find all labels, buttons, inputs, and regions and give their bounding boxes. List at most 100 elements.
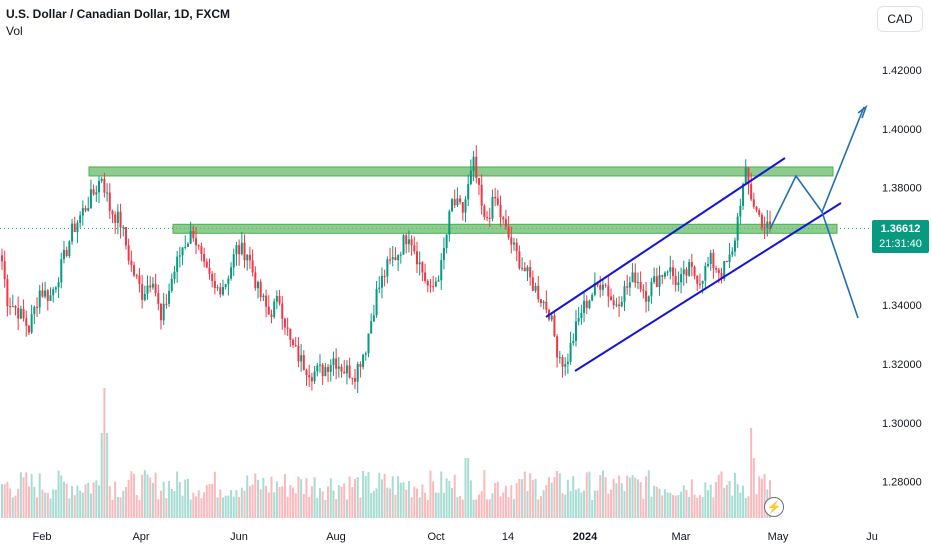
volume-bar	[133, 473, 136, 518]
time-axis[interactable]: Feb Apr Jun Aug Oct 14 2024 Mar May Ju	[33, 531, 878, 543]
volume-bar	[480, 491, 483, 518]
lightning-icon[interactable]: ⚡	[764, 497, 784, 517]
price-tick-label[interactable]: 1.30000	[882, 418, 922, 430]
candle	[426, 279, 429, 293]
volume-bar	[690, 479, 693, 518]
candle-body	[79, 215, 82, 223]
candle	[731, 247, 734, 257]
candle-body	[758, 210, 761, 215]
symbol-title[interactable]: U.S. Dollar / Canadian Dollar, 1D, FXCM	[6, 7, 231, 21]
candle	[556, 334, 559, 368]
candle	[60, 252, 63, 289]
price-tick-label[interactable]: 1.32000	[882, 359, 922, 371]
candle	[434, 277, 437, 288]
time-tick-label[interactable]: Mar	[672, 531, 691, 543]
candle-body	[283, 318, 286, 328]
candle	[604, 283, 607, 288]
candle	[391, 245, 394, 267]
time-tick-label[interactable]: 14	[502, 531, 514, 543]
candle-body	[588, 300, 591, 308]
price-tick-label[interactable]: 1.34000	[882, 300, 922, 312]
candle-body	[545, 301, 548, 310]
candle	[321, 362, 324, 385]
volume-bar	[170, 488, 173, 518]
candle-body	[275, 296, 278, 302]
time-tick-label[interactable]: Ju	[866, 531, 878, 543]
volume-bar	[359, 497, 362, 518]
candle	[410, 235, 413, 256]
candle	[588, 299, 591, 310]
volume-bar	[731, 495, 734, 518]
candle	[81, 200, 84, 226]
time-tick-label[interactable]: Oct	[427, 531, 444, 543]
candle-body	[92, 189, 95, 195]
price-tick-label[interactable]: 1.42000	[882, 65, 922, 77]
volume-bar	[569, 491, 572, 518]
candle-body	[205, 261, 208, 268]
price-tick-label[interactable]: 1.38000	[882, 183, 922, 195]
candle	[626, 274, 629, 295]
candle-body	[337, 366, 340, 369]
candle-body	[658, 275, 661, 288]
candle-body	[310, 377, 313, 382]
currency-button[interactable]: CAD	[877, 6, 923, 32]
candle-body	[130, 260, 133, 266]
candle	[413, 236, 416, 255]
candle-body	[173, 271, 176, 279]
candle-body	[620, 301, 623, 307]
price-axis[interactable]: 1.420001.400001.380001.360001.340001.320…	[882, 65, 922, 489]
candle	[54, 285, 57, 293]
candle-body	[68, 241, 71, 257]
volume-bar	[399, 482, 402, 518]
candle-body	[195, 238, 198, 246]
candle	[367, 333, 370, 358]
volume-bar	[265, 486, 268, 518]
candle	[348, 357, 351, 379]
time-tick-label[interactable]: Jun	[230, 531, 248, 543]
price-tick-label[interactable]: 1.28000	[882, 477, 922, 489]
candle-body	[292, 339, 295, 346]
volume-label[interactable]: Vol	[6, 24, 23, 38]
candles	[1, 145, 771, 393]
volume-bar	[195, 496, 198, 518]
candle-body	[248, 254, 251, 261]
zones[interactable]	[88, 166, 838, 234]
volume-bar	[267, 492, 270, 518]
time-tick-label[interactable]: Apr	[132, 531, 149, 543]
candle-body	[717, 269, 720, 274]
candle	[529, 260, 532, 286]
time-tick-label[interactable]: Aug	[326, 531, 346, 543]
time-tick-label[interactable]: 2024	[573, 531, 598, 543]
volume-bar	[704, 482, 707, 518]
volume-bar	[739, 492, 742, 518]
volume-bar	[542, 490, 545, 518]
candle	[316, 362, 319, 377]
volume-bar	[612, 478, 615, 518]
candle-body	[100, 178, 103, 181]
candle	[397, 254, 400, 272]
candle	[507, 216, 510, 240]
volume-bar	[448, 480, 451, 518]
time-tick-label[interactable]: May	[768, 531, 789, 543]
volume-bar	[159, 490, 162, 518]
volume-bar	[585, 472, 588, 518]
candle	[251, 249, 254, 277]
volume-bar	[451, 488, 454, 518]
candle	[607, 276, 610, 308]
candle-body	[434, 281, 437, 287]
candle	[475, 145, 478, 184]
price-tick-label[interactable]: 1.40000	[882, 124, 922, 136]
candle	[677, 271, 680, 292]
candle	[208, 258, 211, 280]
time-tick-label[interactable]: Feb	[33, 531, 52, 543]
volume-bar	[81, 492, 84, 518]
volume-bar	[650, 496, 653, 518]
candle-body	[146, 285, 149, 294]
candle-body	[456, 198, 459, 206]
drawings[interactable]	[545, 104, 868, 372]
candle-body	[763, 227, 766, 229]
candle	[281, 295, 284, 330]
volume-bar	[340, 486, 343, 518]
candle	[639, 271, 642, 293]
